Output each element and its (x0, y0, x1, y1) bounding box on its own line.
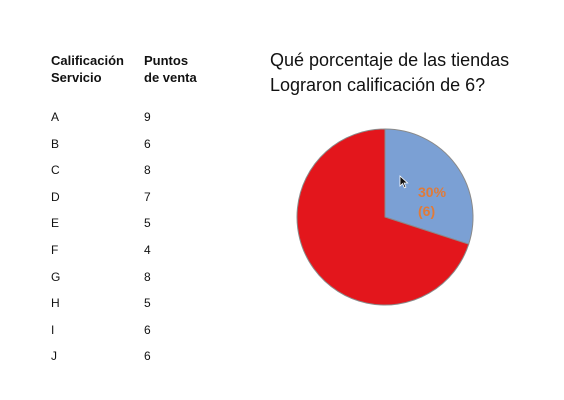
row-stores: 9 (144, 110, 151, 124)
pie-slice (384, 128, 474, 245)
row-grade: I (51, 322, 55, 337)
row-stores: 8 (144, 269, 151, 284)
row-grade: A (51, 110, 60, 124)
row-stores: 8 (144, 163, 151, 178)
row-grade: C (51, 163, 60, 178)
column-header-calificacion: Calificación Servicio (51, 53, 124, 85)
slice-label-count: (6) (418, 203, 435, 219)
row-stores: 5 (144, 296, 151, 311)
row-grade: F (51, 243, 59, 257)
row-stores: 4 (144, 243, 151, 257)
row-grade: J (51, 349, 57, 364)
row-stores: 7 (144, 189, 151, 204)
row-grade: D (51, 189, 60, 204)
column-header-puntos: Puntos de venta (144, 53, 197, 85)
row-stores: 6 (144, 136, 151, 151)
row-grade: E (51, 216, 60, 231)
row-grade: B (51, 136, 60, 151)
row-stores: 5 (144, 216, 151, 231)
mouse-pointer-icon (399, 175, 409, 194)
slice-label-percent: 30% (418, 184, 447, 200)
pie-slice (296, 128, 470, 306)
row-stores: 6 (144, 322, 151, 337)
chart-title: Qué porcentaje de las tiendas Lograron c… (270, 50, 510, 95)
row-grade: H (51, 296, 60, 311)
row-grade: G (51, 269, 61, 284)
row-stores: 6 (144, 349, 151, 364)
